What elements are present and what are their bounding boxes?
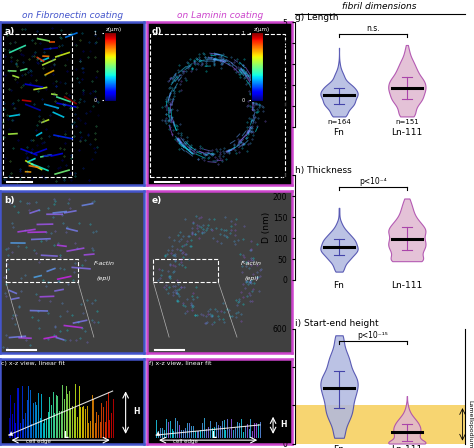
Bar <box>150 34 284 177</box>
Text: d): d) <box>152 27 162 36</box>
Text: h) Thickness: h) Thickness <box>295 166 352 175</box>
Text: n=151: n=151 <box>395 119 419 125</box>
Text: L: L <box>211 431 216 440</box>
Text: L: L <box>64 431 68 440</box>
Text: (epi): (epi) <box>97 276 111 281</box>
Text: a): a) <box>4 27 15 36</box>
Text: F-actin: F-actin <box>241 261 262 267</box>
Bar <box>153 259 218 282</box>
Text: c) x-z view, linear fit: c) x-z view, linear fit <box>1 362 65 366</box>
Y-axis label: H (nm): H (nm) <box>262 370 271 401</box>
Text: H: H <box>280 420 287 429</box>
Text: f) x-z view, linear fit: f) x-z view, linear fit <box>149 362 211 366</box>
Text: on Laminin coating: on Laminin coating <box>176 11 263 20</box>
Text: fibril dimensions: fibril dimensions <box>342 2 417 11</box>
Y-axis label: L (μm): L (μm) <box>272 60 281 89</box>
Text: F-actin: F-actin <box>93 261 114 267</box>
Text: p<10⁻⁴: p<10⁻⁴ <box>359 177 387 186</box>
Text: z(μm): z(μm) <box>254 27 270 32</box>
Text: (epi): (epi) <box>244 276 259 281</box>
Text: b): b) <box>4 195 15 205</box>
Text: n=164: n=164 <box>327 119 351 125</box>
Text: e): e) <box>152 195 162 205</box>
Bar <box>6 259 78 282</box>
Text: ▲: ▲ <box>156 431 160 436</box>
Text: on Fibronectin coating: on Fibronectin coating <box>22 11 123 20</box>
Text: p<10⁻¹⁵: p<10⁻¹⁵ <box>357 332 388 340</box>
Text: ▲: ▲ <box>9 431 13 436</box>
Y-axis label: D (nm): D (nm) <box>263 212 272 243</box>
Text: n.s.: n.s. <box>366 24 380 33</box>
Bar <box>3 34 72 177</box>
Text: g) Length: g) Length <box>295 13 338 22</box>
Text: cell edge: cell edge <box>173 439 198 444</box>
Text: z(μm): z(μm) <box>106 27 122 32</box>
Text: i) Start-end height: i) Start-end height <box>295 319 379 328</box>
Bar <box>295 405 465 444</box>
Text: H: H <box>133 407 139 416</box>
Text: cell edge: cell edge <box>26 439 51 444</box>
